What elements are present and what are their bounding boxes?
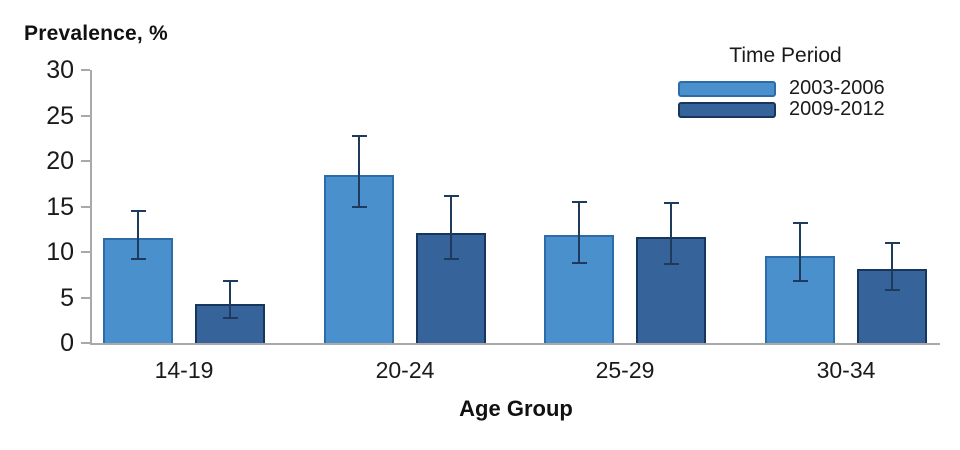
error-bar-cap-top — [443, 195, 459, 198]
legend-swatch — [678, 101, 776, 118]
y-axis-tick-label: 5 — [60, 283, 74, 312]
error-bar-cap-top — [792, 221, 808, 224]
error-bar-cap-bottom — [443, 258, 459, 261]
error-bar-cap-bottom — [571, 261, 587, 264]
error-bar-line — [229, 281, 231, 318]
y-axis-tick — [81, 251, 90, 253]
y-axis-tick-label: 10 — [46, 238, 74, 266]
error-bar-cap-top — [351, 134, 367, 137]
legend: Time Period 2003-2006 2009-2012 — [678, 44, 893, 122]
error-bar-line — [450, 196, 452, 260]
plot-area: Age Group 0 5 10 15 20 25 30 14-19 20-24 25-29 30-… — [46, 56, 940, 421]
error-bar-cap-top — [571, 200, 587, 203]
y-axis-tick — [81, 342, 90, 344]
error-bar-cap-top — [222, 280, 238, 283]
x-axis-label: 30-34 — [816, 357, 876, 383]
error-bar-cap-bottom — [884, 289, 900, 292]
x-axis-label: 25-29 — [595, 357, 655, 383]
legend-item: 2003-2006 — [678, 77, 893, 99]
y-axis-tick-label: 30 — [46, 56, 74, 84]
error-bar-cap-bottom — [222, 316, 238, 319]
legend-item: 2009-2012 — [678, 98, 893, 120]
error-bar-cap-top — [663, 201, 679, 204]
y-axis-tick — [81, 69, 90, 71]
legend-swatch — [678, 80, 776, 97]
y-axis-tick-label: 20 — [46, 147, 74, 175]
error-bar-cap-bottom — [130, 258, 146, 261]
x-axis-title: Age Group — [459, 396, 573, 421]
error-bar-cap-bottom — [792, 280, 808, 283]
x-axis-label: 14-19 — [154, 357, 214, 383]
y-axis-title: Prevalence, % — [24, 22, 168, 45]
y-axis-tick — [81, 296, 90, 299]
error-bar-cap-bottom — [663, 262, 679, 265]
error-bar-line — [358, 135, 360, 207]
legend-item-label: 2009-2012 — [789, 98, 885, 120]
y-axis-tick — [81, 160, 90, 162]
y-axis-tick — [81, 205, 90, 208]
error-bar-cap-top — [884, 241, 900, 244]
legend-items: 2003-2006 2009-2012 — [678, 77, 893, 120]
legend-item-label: 2003-2006 — [789, 77, 885, 99]
x-axis-label: 20-24 — [375, 357, 435, 383]
y-axis-tick-label: 25 — [46, 101, 74, 130]
error-bar-cap-bottom — [351, 205, 367, 208]
error-bar-line — [891, 242, 893, 291]
error-bar-line — [578, 201, 580, 263]
error-bar-line — [670, 202, 672, 264]
error-bar-line — [799, 222, 801, 282]
y-axis-tick-label: 15 — [46, 192, 74, 221]
error-bar-cap-top — [130, 210, 146, 213]
y-axis-tick — [81, 114, 90, 117]
error-bar-line — [137, 211, 139, 260]
y-axis-tick-label: 0 — [60, 329, 74, 357]
legend-title: Time Period — [729, 44, 842, 67]
